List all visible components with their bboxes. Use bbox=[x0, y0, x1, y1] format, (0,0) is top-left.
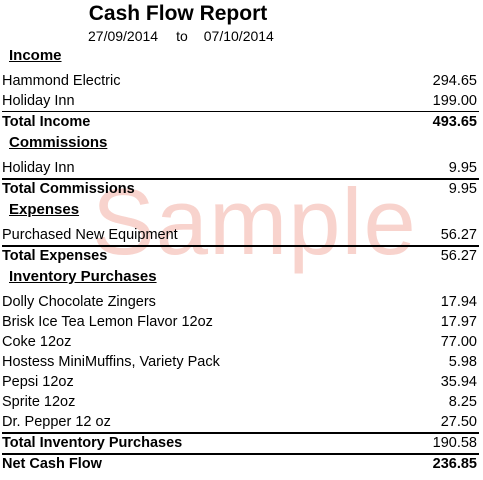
inventory-row: Dolly Chocolate Zingers 17.94 bbox=[2, 293, 477, 312]
total-value: 493.65 bbox=[432, 114, 477, 130]
total-label: Total Expenses bbox=[2, 248, 108, 264]
total-label: Total Commissions bbox=[2, 181, 135, 197]
row-value: 9.95 bbox=[448, 160, 477, 176]
row-label: Hostess MiniMuffins, Variety Pack bbox=[2, 354, 220, 370]
row-value: 35.94 bbox=[440, 374, 477, 390]
row-value: 77.00 bbox=[440, 334, 477, 350]
income-total-rule bbox=[2, 111, 479, 112]
expenses-total-rule bbox=[2, 245, 479, 247]
start-date: 27/09/2014 bbox=[88, 28, 159, 44]
row-value: 294.65 bbox=[432, 73, 477, 89]
row-value: 17.94 bbox=[440, 294, 477, 310]
total-value: 190.58 bbox=[432, 435, 477, 451]
row-label: Holiday Inn bbox=[2, 93, 75, 109]
commissions-total-rule bbox=[2, 178, 479, 180]
row-value: 27.50 bbox=[440, 414, 477, 430]
income-row: Hammond Electric 294.65 bbox=[2, 72, 477, 91]
expenses-heading: Expenses bbox=[9, 201, 80, 218]
row-value: 5.98 bbox=[448, 354, 477, 370]
total-value: 9.95 bbox=[448, 181, 477, 197]
commissions-total-row: Total Commissions 9.95 bbox=[2, 180, 477, 199]
row-label: Coke 12oz bbox=[2, 334, 72, 350]
total-value: 56.27 bbox=[440, 248, 477, 264]
row-label: Sprite 12oz bbox=[2, 394, 76, 410]
inventory-row: Sprite 12oz 8.25 bbox=[2, 393, 477, 412]
inventory-total-rule bbox=[2, 432, 479, 434]
net-cash-flow-rule bbox=[2, 453, 479, 455]
commissions-row: Holiday Inn 9.95 bbox=[2, 159, 477, 178]
inventory-row: Pepsi 12oz 35.94 bbox=[2, 373, 477, 392]
row-value: 8.25 bbox=[448, 394, 477, 410]
expenses-row: Purchased New Equipment 56.27 bbox=[2, 226, 477, 245]
row-label: Purchased New Equipment bbox=[2, 227, 178, 243]
net-cash-flow-row: Net Cash Flow 236.85 bbox=[2, 455, 477, 474]
report-title: Cash Flow Report bbox=[88, 2, 268, 25]
inventory-heading: Inventory Purchases bbox=[9, 268, 157, 285]
inventory-row: Dr. Pepper 12 oz 27.50 bbox=[2, 413, 477, 432]
row-label: Holiday Inn bbox=[2, 160, 75, 176]
total-label: Total Inventory Purchases bbox=[2, 435, 183, 451]
expenses-total-row: Total Expenses 56.27 bbox=[2, 247, 477, 266]
row-label: Brisk Ice Tea Lemon Flavor 12oz bbox=[2, 314, 213, 330]
row-value: 56.27 bbox=[440, 227, 477, 243]
income-heading: Income bbox=[9, 47, 62, 64]
date-range: 27/09/2014 to 07/10/2014 bbox=[88, 28, 274, 44]
inventory-row: Coke 12oz 77.00 bbox=[2, 333, 477, 352]
net-cash-flow-value: 236.85 bbox=[432, 456, 477, 472]
row-label: Hammond Electric bbox=[2, 73, 121, 89]
total-label: Total Income bbox=[2, 114, 91, 130]
row-label: Dr. Pepper 12 oz bbox=[2, 414, 111, 430]
income-total-row: Total Income 493.65 bbox=[2, 113, 477, 132]
inventory-total-row: Total Inventory Purchases 190.58 bbox=[2, 434, 477, 453]
row-label: Pepsi 12oz bbox=[2, 374, 74, 390]
inventory-row: Hostess MiniMuffins, Variety Pack 5.98 bbox=[2, 353, 477, 372]
net-cash-flow-label: Net Cash Flow bbox=[2, 456, 102, 472]
income-row: Holiday Inn 199.00 bbox=[2, 92, 477, 111]
commissions-heading: Commissions bbox=[9, 134, 108, 151]
inventory-row: Brisk Ice Tea Lemon Flavor 12oz 17.97 bbox=[2, 313, 477, 332]
date-range-separator: to bbox=[176, 28, 188, 44]
row-label: Dolly Chocolate Zingers bbox=[2, 294, 156, 310]
end-date: 07/10/2014 bbox=[203, 28, 274, 44]
row-value: 199.00 bbox=[432, 93, 477, 109]
row-value: 17.97 bbox=[440, 314, 477, 330]
